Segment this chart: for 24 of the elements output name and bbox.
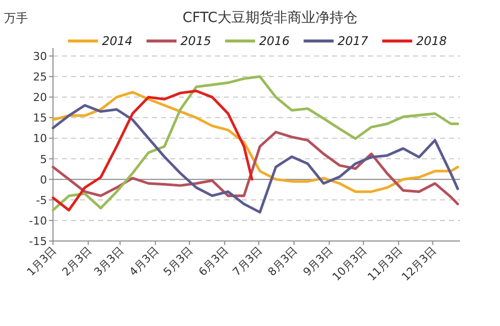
y-tick-label: -15 xyxy=(29,235,47,248)
y-axis-title: 万手 xyxy=(4,11,28,25)
x-tick-label: 4月3日 xyxy=(126,244,162,279)
y-tick-label: 25 xyxy=(33,70,47,84)
x-tick-label: 5月3日 xyxy=(160,244,196,279)
x-tick-label: 2月3日 xyxy=(60,244,94,279)
y-tick-label: 15 xyxy=(33,112,47,125)
legend-label: 2018 xyxy=(416,34,448,48)
legend-label: 2014 xyxy=(102,34,133,48)
legend-label: 2017 xyxy=(338,34,369,48)
legend-label: 2015 xyxy=(180,34,212,48)
y-tick-label: -5 xyxy=(36,194,47,207)
legend-label: 2016 xyxy=(259,34,290,48)
x-tick-label: 8月3日 xyxy=(265,244,300,279)
y-tick-label: -10 xyxy=(29,214,47,228)
x-tick-label: 3月3日 xyxy=(92,244,126,279)
y-tick-label: 20 xyxy=(33,91,47,104)
chart-title: CFTC大豆期货非商业净持仓 xyxy=(182,10,358,26)
y-tick-label: 10 xyxy=(33,132,47,146)
x-tick-label: 7月3日 xyxy=(230,244,265,279)
y-tick-label: 30 xyxy=(33,50,47,63)
y-tick-label: 0 xyxy=(40,173,47,186)
x-tick-label: 6月3日 xyxy=(196,244,231,279)
y-tick-label: 5 xyxy=(40,152,47,166)
